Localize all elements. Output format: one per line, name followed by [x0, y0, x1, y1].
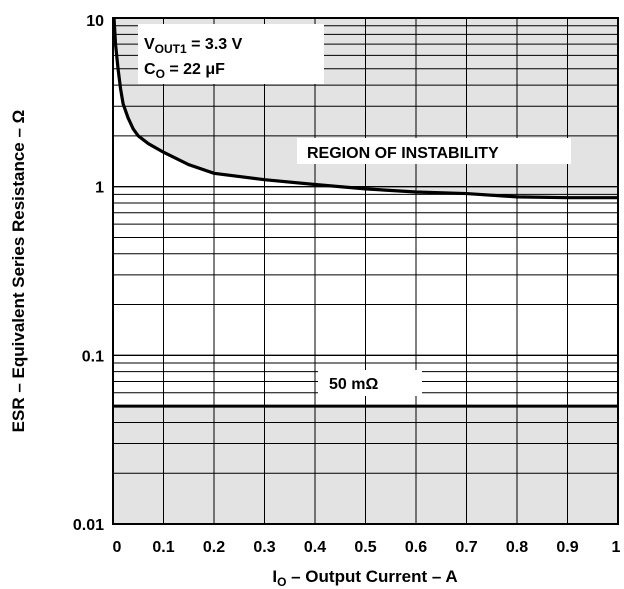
- x-tick-labels: 0 0.1 0.2 0.3 0.4 0.5 0.6 0.7 0.8 0.9 1: [113, 539, 621, 556]
- x-tick-label-7: 0.7: [455, 539, 477, 556]
- x-tick-label-5: 0.5: [354, 539, 376, 556]
- region-label: REGION OF INSTABILITY: [307, 145, 499, 162]
- plot-frame: [112, 17, 619, 525]
- region-label-bg: [297, 138, 571, 164]
- vout-label: VOUT1 = 3.3 V: [144, 36, 243, 56]
- ref-line-label: 50 mΩ: [329, 376, 378, 393]
- vout-label-bg: [138, 24, 324, 84]
- x-tick-label-8: 0.8: [506, 539, 528, 556]
- x-tick-label-4: 0.4: [304, 539, 326, 556]
- y-axis-title: ESR – Equivalent Series Resistance – Ω: [9, 110, 28, 433]
- y-tick-label-2: 1: [95, 180, 104, 197]
- x-tick-label-1: 0.1: [152, 539, 174, 556]
- ref-line-label-bg: [318, 370, 422, 396]
- y-tick-label-0: 0.01: [73, 517, 104, 534]
- x-tick-label-3: 0.3: [253, 539, 275, 556]
- x-tick-label-6: 0.6: [405, 539, 427, 556]
- x-tick-label-10: 1: [612, 539, 621, 556]
- y-tick-label-3: 10: [86, 13, 104, 30]
- x-tick-label-0: 0: [113, 539, 122, 556]
- y-tick-label-1: 0.1: [82, 348, 104, 365]
- y-tick-labels: 0.01 0.1 1 10: [73, 13, 104, 534]
- x-tick-label-2: 0.2: [203, 539, 225, 556]
- instability-boundary-curve: [113, 18, 618, 200]
- cout-label: CO = 22 μF: [144, 61, 225, 81]
- x-axis-title: IO – Output Current – A: [272, 567, 457, 589]
- x-tick-label-9: 0.9: [556, 539, 578, 556]
